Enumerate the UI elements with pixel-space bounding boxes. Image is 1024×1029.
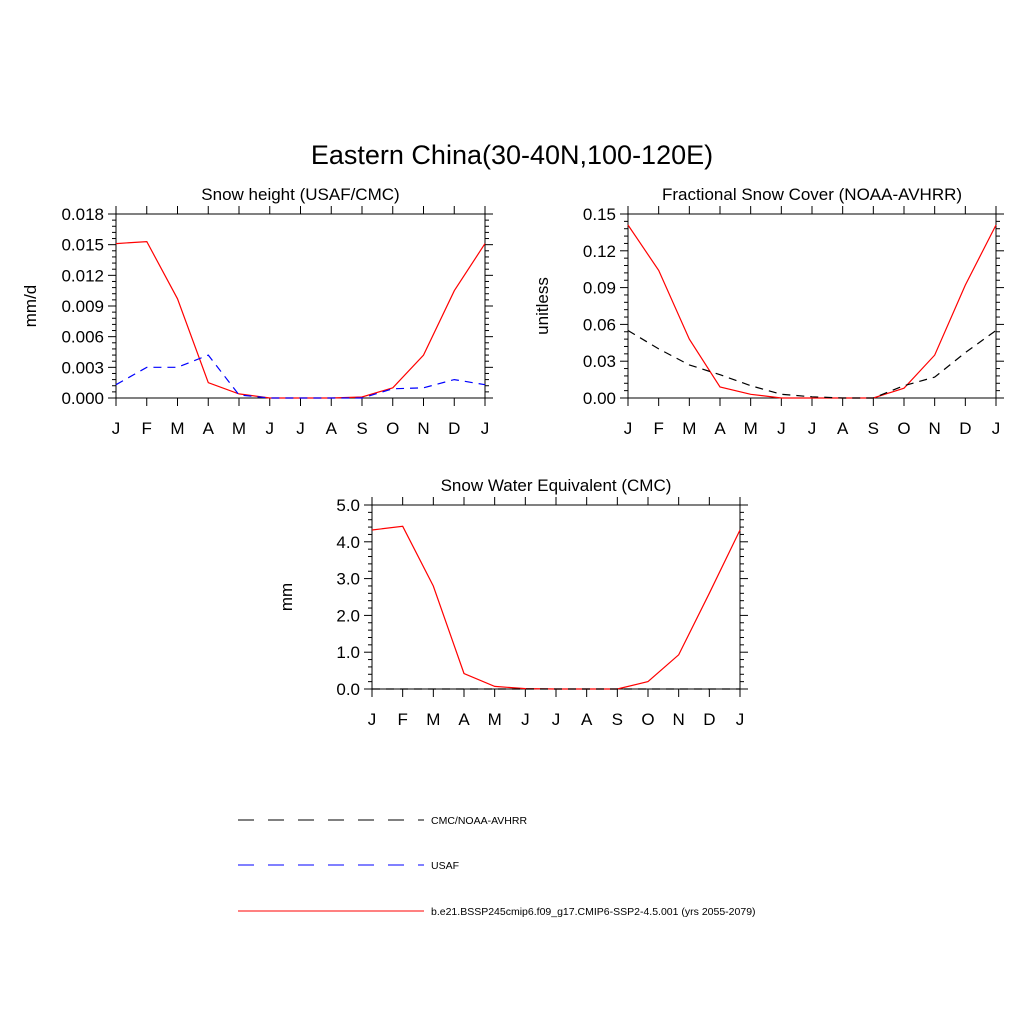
y-tick-label: 0.006 bbox=[61, 328, 104, 347]
x-tick-label: J bbox=[736, 710, 745, 729]
x-tick-label: D bbox=[448, 419, 460, 438]
legend-item: b.e21.BSSP245cmip6.f09_g17.CMIP6-SSP2-4.… bbox=[238, 906, 756, 918]
x-tick-label: S bbox=[612, 710, 623, 729]
y-tick-label: 0.03 bbox=[583, 352, 616, 371]
x-tick-label: J bbox=[808, 419, 817, 438]
y-tick-label: 0.0 bbox=[336, 680, 360, 699]
x-tick-label: S bbox=[868, 419, 879, 438]
x-tick-label: J bbox=[296, 419, 305, 438]
x-tick-label: A bbox=[714, 419, 726, 438]
y-tick-label: 1.0 bbox=[336, 643, 360, 662]
plot-frame bbox=[371, 504, 741, 690]
x-tick-label: J bbox=[521, 710, 530, 729]
y-tick-label: 0.09 bbox=[583, 279, 616, 298]
x-tick-label: J bbox=[481, 419, 490, 438]
x-tick-label: O bbox=[897, 419, 910, 438]
y-axis-label: unitless bbox=[533, 277, 552, 335]
figure-title: Eastern China(30-40N,100-120E) bbox=[311, 140, 713, 170]
y-tick-label: 4.0 bbox=[336, 533, 360, 552]
x-tick-label: F bbox=[397, 710, 407, 729]
panel-title: Snow height (USAF/CMC) bbox=[201, 185, 399, 204]
series-line-2 bbox=[115, 354, 486, 399]
y-tick-label: 0.06 bbox=[583, 315, 616, 334]
x-tick-label: J bbox=[624, 419, 633, 438]
x-tick-label: N bbox=[673, 710, 685, 729]
x-tick-label: M bbox=[488, 710, 502, 729]
y-tick-label: 3.0 bbox=[336, 570, 360, 589]
x-tick-label: O bbox=[641, 710, 654, 729]
plot-frame bbox=[627, 213, 997, 399]
y-tick-label: 0.003 bbox=[61, 358, 104, 377]
y-tick-label: 5.0 bbox=[336, 496, 360, 515]
x-tick-label: J bbox=[112, 419, 121, 438]
legend-label: CMC/NOAA-AVHRR bbox=[431, 815, 527, 827]
x-tick-label: J bbox=[777, 419, 786, 438]
legend: CMC/NOAA-AVHRR USAF b.e21.BSSP245cmip6.f09… bbox=[238, 815, 756, 918]
series-line-1 bbox=[627, 224, 997, 399]
y-tick-label: 0.15 bbox=[583, 205, 616, 224]
x-tick-label: J bbox=[368, 710, 377, 729]
legend-label: USAF bbox=[431, 860, 459, 872]
x-tick-label: N bbox=[929, 419, 941, 438]
x-tick-label: J bbox=[552, 710, 561, 729]
x-tick-label: J bbox=[266, 419, 275, 438]
panel-1: Snow height (USAF/CMC)mm/dJ F M A M J J A S O N D J0… bbox=[21, 185, 493, 438]
legend-item: CMC/NOAA-AVHRR bbox=[238, 815, 527, 827]
y-tick-label: 0.018 bbox=[61, 205, 104, 224]
legend-label: b.e21.BSSP245cmip6.f09_g17.CMIP6-SSP2-4.… bbox=[431, 906, 756, 918]
y-tick-label: 0.00 bbox=[583, 389, 616, 408]
series-line-2 bbox=[627, 329, 997, 399]
x-tick-label: J bbox=[992, 419, 1001, 438]
panel-title: Snow Water Equivalent (CMC) bbox=[441, 476, 672, 495]
y-tick-label: 0.009 bbox=[61, 297, 104, 316]
x-tick-label: A bbox=[581, 710, 593, 729]
y-tick-label: 0.000 bbox=[61, 389, 104, 408]
series-line-1 bbox=[371, 525, 741, 690]
x-tick-label: A bbox=[203, 419, 215, 438]
y-tick-label: 0.012 bbox=[61, 266, 104, 285]
x-tick-label: D bbox=[959, 419, 971, 438]
y-tick-label: 0.12 bbox=[583, 242, 616, 261]
x-tick-label: F bbox=[142, 419, 152, 438]
y-axis-label: mm/d bbox=[21, 285, 40, 328]
x-tick-label: M bbox=[232, 419, 246, 438]
panel-title: Fractional Snow Cover (NOAA-AVHRR) bbox=[662, 185, 962, 204]
legend-item: USAF bbox=[238, 860, 459, 872]
y-tick-label: 0.015 bbox=[61, 236, 104, 255]
x-tick-label: N bbox=[417, 419, 429, 438]
x-tick-label: M bbox=[426, 710, 440, 729]
x-tick-label: D bbox=[703, 710, 715, 729]
panel-3: Snow Water Equivalent (CMC)mmJ F M A M J J A S O N… bbox=[277, 476, 748, 729]
x-tick-label: S bbox=[356, 419, 367, 438]
x-tick-label: A bbox=[837, 419, 849, 438]
y-tick-label: 2.0 bbox=[336, 606, 360, 625]
x-tick-label: A bbox=[326, 419, 338, 438]
panel-2: Fractional Snow Cover (NOAA-AVHRR) unitle… bbox=[533, 185, 1004, 438]
panels: Snow height (USAF/CMC)mm/dJ F M A M J J A S O N D J0… bbox=[21, 185, 1004, 729]
x-tick-label: M bbox=[682, 419, 696, 438]
x-tick-label: O bbox=[386, 419, 399, 438]
x-tick-label: A bbox=[458, 710, 470, 729]
x-tick-label: F bbox=[653, 419, 663, 438]
x-tick-label: M bbox=[170, 419, 184, 438]
x-tick-label: M bbox=[744, 419, 758, 438]
y-axis-label: mm bbox=[277, 583, 296, 611]
series-line-1 bbox=[115, 240, 486, 399]
plot-frame bbox=[115, 213, 486, 399]
